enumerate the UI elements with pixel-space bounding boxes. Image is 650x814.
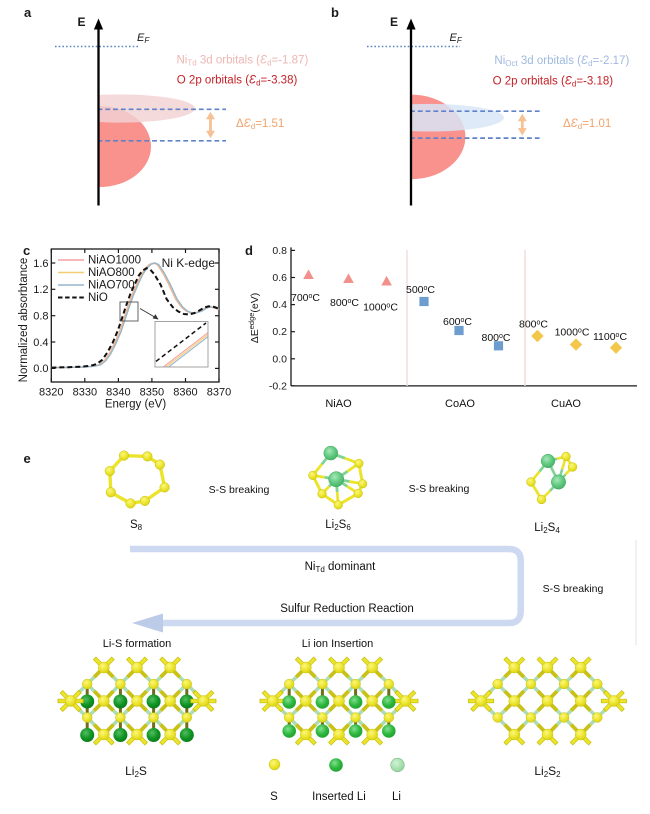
svg-text:8330: 8330 [73,387,97,399]
svg-text:NiO: NiO [88,292,108,304]
svg-text:0.8: 0.8 [272,245,287,257]
svg-text:NiAO1000: NiAO1000 [88,255,141,267]
svg-text:E: E [77,15,85,29]
svg-text:800oC: 800oC [330,297,359,309]
svg-text:Sulfur Reduction Reaction: Sulfur Reduction Reaction [280,603,414,615]
svg-text:1000oC: 1000oC [555,327,590,339]
svg-text:EF: EF [450,32,463,45]
svg-text:CuAO: CuAO [551,398,581,410]
svg-text:0.4: 0.4 [272,299,287,311]
svg-text:S-S breaking: S-S breaking [543,583,604,595]
svg-text:Li2S: Li2S [125,764,147,779]
svg-text:Inserted Li: Inserted Li [312,791,366,803]
svg-text:Energy (eV): Energy (eV) [105,399,167,411]
svg-text:Ni K-edge: Ni K-edge [162,256,216,270]
svg-text:Li ion Insertion: Li ion Insertion [302,638,374,650]
svg-text:S-S breaking: S-S breaking [409,483,470,495]
svg-text:1000oC: 1000oC [363,302,398,314]
svg-text:NiAO800: NiAO800 [88,267,135,279]
svg-text:b: b [331,5,339,20]
svg-text:0.6: 0.6 [272,272,287,284]
svg-text:CoAO: CoAO [445,398,475,410]
svg-text:0.4: 0.4 [33,337,48,349]
svg-text:0.0: 0.0 [272,353,287,365]
svg-text:O 2p orbitals (Ɛd=-3.18): O 2p orbitals (Ɛd=-3.18) [493,76,614,89]
svg-text:c: c [23,243,30,258]
svg-text:700oC: 700oC [291,292,320,304]
svg-text:O 2p orbitals (Ɛd=-3.38): O 2p orbitals (Ɛd=-3.38) [177,75,298,88]
svg-text:ΔEedge(eV): ΔEedge(eV) [247,293,261,344]
svg-text:NiAO700: NiAO700 [88,280,135,292]
svg-text:800oC: 800oC [519,319,548,331]
svg-text:8350: 8350 [140,387,164,399]
svg-text:8360: 8360 [173,387,197,399]
svg-text:8320: 8320 [39,387,63,399]
svg-text:0.8: 0.8 [33,310,48,322]
svg-text:-0.2: -0.2 [269,380,287,392]
svg-text:0.2: 0.2 [272,326,287,338]
svg-text:8340: 8340 [106,387,130,399]
svg-text:NiTd dominant: NiTd dominant [305,561,377,574]
svg-text:S: S [270,791,278,803]
svg-text:NiOct 3d orbitals (Ɛd=-2.17): NiOct 3d orbitals (Ɛd=-2.17) [494,55,629,68]
svg-text:Normalized absorbtance: Normalized absorbtance [18,258,30,383]
svg-text:d: d [245,243,253,258]
svg-text:ΔƐd=1.51: ΔƐd=1.51 [236,118,284,131]
svg-text:E: E [390,15,398,29]
svg-text:Li: Li [392,791,401,803]
svg-text:8370: 8370 [207,387,231,399]
svg-text:EF: EF [137,32,150,45]
svg-text:1.2: 1.2 [33,284,48,296]
svg-text:Li2S2: Li2S2 [534,764,561,779]
svg-text:S-S breaking: S-S breaking [209,484,270,496]
svg-text:Li-S formation: Li-S formation [103,638,171,650]
svg-text:1.6: 1.6 [33,258,48,270]
svg-text:S8: S8 [130,519,143,532]
svg-text:Li2S4: Li2S4 [534,522,560,535]
svg-text:NiTd 3d orbitals (Ɛd=-1.87): NiTd 3d orbitals (Ɛd=-1.87) [177,55,309,68]
svg-text:Li2S6: Li2S6 [325,519,351,532]
svg-text:800oC: 800oC [481,332,510,344]
svg-text:a: a [24,5,32,20]
svg-text:ΔƐd=1.01: ΔƐd=1.01 [563,118,611,131]
svg-text:1100oC: 1100oC [593,331,628,343]
svg-text:0.0: 0.0 [33,363,48,375]
svg-text:600oC: 600oC [443,316,472,328]
svg-text:NiAO: NiAO [325,398,352,410]
svg-text:500oC: 500oC [406,284,435,296]
svg-text:e: e [24,451,31,466]
